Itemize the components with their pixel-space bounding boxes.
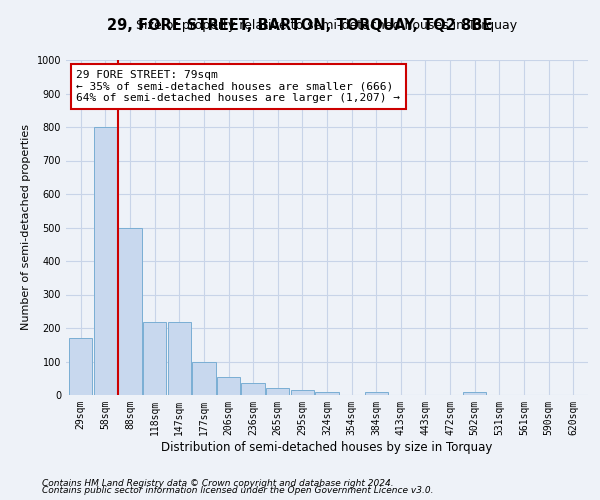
- Bar: [143, 322, 166, 395]
- Text: 29 FORE STREET: 79sqm
← 35% of semi-detached houses are smaller (666)
64% of sem: 29 FORE STREET: 79sqm ← 35% of semi-deta…: [76, 70, 400, 103]
- Bar: [290, 390, 314, 395]
- Bar: [69, 338, 92, 395]
- Bar: [192, 362, 215, 395]
- Bar: [266, 388, 289, 395]
- Title: Size of property relative to semi-detached houses in Torquay: Size of property relative to semi-detach…: [136, 20, 518, 32]
- Bar: [118, 228, 142, 395]
- Bar: [463, 392, 487, 395]
- Y-axis label: Number of semi-detached properties: Number of semi-detached properties: [21, 124, 31, 330]
- Bar: [316, 392, 338, 395]
- Bar: [167, 322, 191, 395]
- Text: Contains public sector information licensed under the Open Government Licence v3: Contains public sector information licen…: [42, 486, 433, 495]
- Bar: [365, 392, 388, 395]
- Text: Contains HM Land Registry data © Crown copyright and database right 2024.: Contains HM Land Registry data © Crown c…: [42, 478, 394, 488]
- Text: 29, FORE STREET, BARTON, TORQUAY, TQ2 8BE: 29, FORE STREET, BARTON, TORQUAY, TQ2 8B…: [107, 18, 493, 32]
- Bar: [94, 127, 117, 395]
- X-axis label: Distribution of semi-detached houses by size in Torquay: Distribution of semi-detached houses by …: [161, 440, 493, 454]
- Bar: [241, 384, 265, 395]
- Bar: [217, 376, 240, 395]
